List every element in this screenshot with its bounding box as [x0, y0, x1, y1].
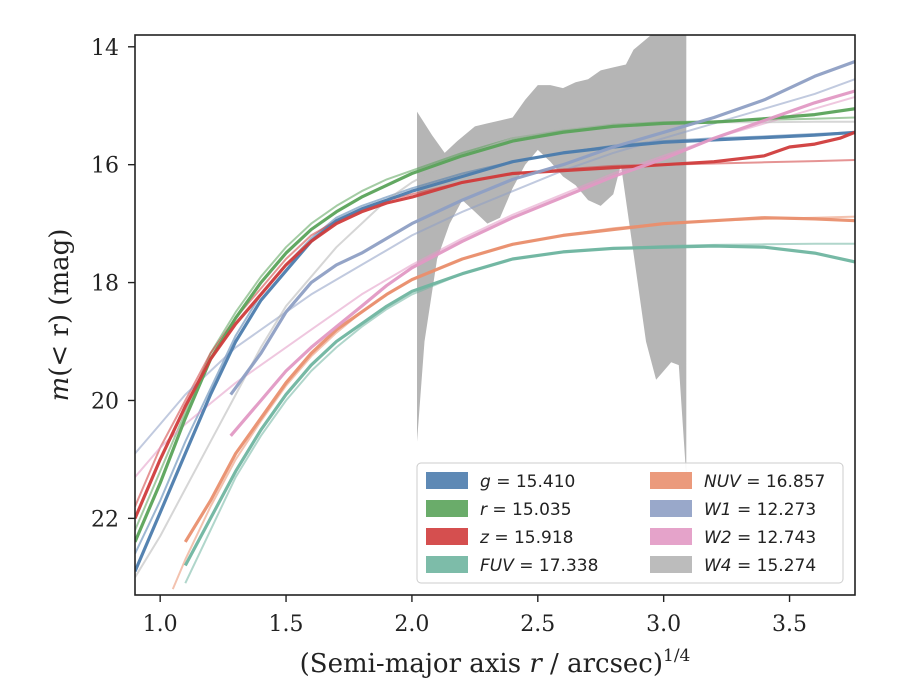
series-model-w1	[135, 78, 855, 455]
band-w4	[417, 35, 687, 478]
y-tick-label: 14	[91, 36, 119, 61]
legend-label: g = 15.410	[480, 472, 575, 492]
legend-box	[416, 462, 844, 584]
legend-label: W1 = 12.273	[704, 500, 816, 520]
series-line-nuv	[183, 216, 855, 543]
series-line-w1	[229, 59, 855, 396]
legend-swatch	[650, 500, 692, 517]
legend: g = 15.410 r = 15.035 z = 15.918 FUV = 17.3…	[416, 462, 844, 584]
series-line-fuv	[183, 244, 855, 567]
y-tick-label: 20	[91, 389, 119, 414]
legend-label: r = 15.035	[480, 500, 572, 520]
legend-label: z = 15.918	[479, 528, 573, 548]
x-tick-label: 2.5	[520, 612, 555, 637]
y-axis-ticks: 14 16 18 20 22	[91, 36, 135, 532]
legend-swatch	[650, 556, 692, 573]
legend-item-nuv: NUV = 16.857	[650, 472, 825, 492]
legend-item-r: r = 15.035	[426, 500, 572, 520]
legend-swatch	[426, 556, 468, 573]
y-tick-label: 18	[91, 272, 119, 297]
y-tick-label: 22	[91, 507, 119, 532]
legend-swatch	[650, 528, 692, 545]
data-curves-layer	[135, 59, 855, 573]
legend-label: FUV = 17.338	[480, 556, 598, 576]
series-line-w2	[229, 89, 855, 437]
x-tick-label: 1.0	[143, 612, 178, 637]
x-tick-label: 3.0	[646, 612, 681, 637]
legend-swatch	[426, 500, 468, 517]
legend-label: NUV = 16.857	[704, 472, 825, 492]
x-tick-label: 2.0	[394, 612, 429, 637]
x-axis-ticks: 1.0 1.5 2.0 2.5 3.0 3.5	[143, 595, 807, 637]
legend-swatch	[650, 472, 692, 489]
y-tick-label: 16	[91, 154, 119, 179]
plot-frame	[134, 34, 856, 596]
x-tick-label: 3.5	[772, 612, 807, 637]
legend-item-w2: W2 = 12.743	[650, 528, 816, 548]
x-axis-label: (Semi-major axis r / arcsec)1/4	[300, 646, 691, 679]
series-line-g	[135, 130, 855, 573]
legend-item-w4: W4 = 15.274	[650, 556, 816, 576]
legend-swatch	[426, 472, 468, 489]
legend-item-w1: W1 = 12.273	[650, 500, 816, 520]
legend-label: W2 = 12.743	[704, 528, 816, 548]
x-tick-label: 1.5	[269, 612, 304, 637]
legend-item-g: g = 15.410	[426, 472, 575, 492]
legend-item-z: z = 15.918	[426, 528, 573, 548]
legend-item-fuv: FUV = 17.338	[426, 556, 598, 576]
series-line-z	[135, 130, 855, 520]
uncertainty-band-layer	[417, 35, 687, 478]
y-axis-label: m(< r) (mag)	[45, 229, 75, 402]
legend-swatch	[426, 528, 468, 545]
legend-label: W4 = 15.274	[704, 556, 816, 576]
